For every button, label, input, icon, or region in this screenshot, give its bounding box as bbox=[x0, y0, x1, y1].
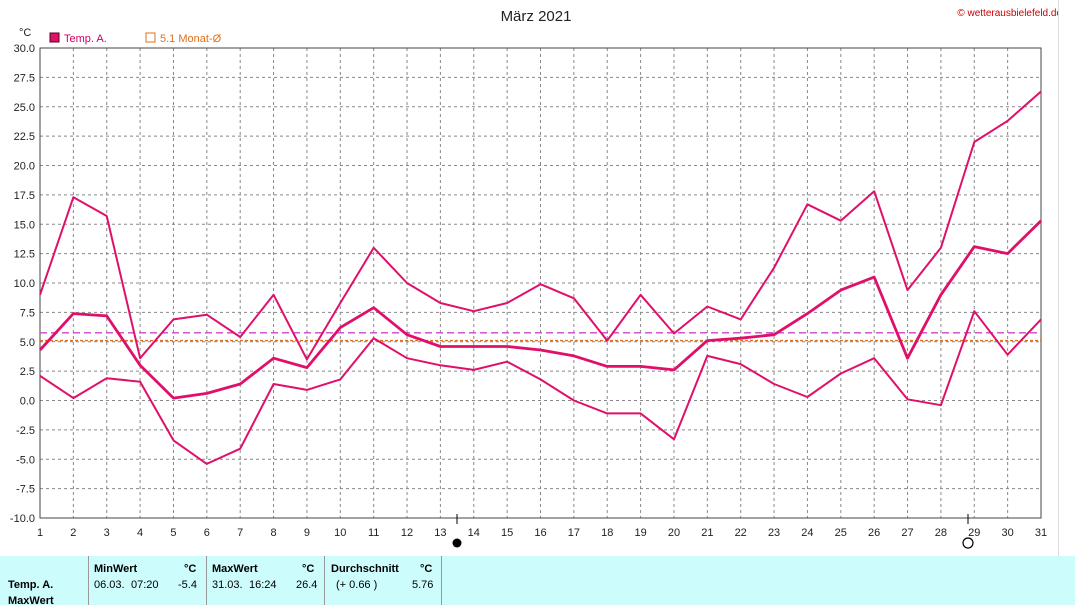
x-tick-label: 12 bbox=[401, 527, 413, 539]
x-tick-label: 30 bbox=[1002, 527, 1014, 539]
stats-row-label-2: MaxWert bbox=[8, 595, 54, 607]
x-tick-label: 15 bbox=[501, 527, 513, 539]
y-tick-label: -10.0 bbox=[10, 513, 35, 525]
x-tick-label: 10 bbox=[334, 527, 346, 539]
min-header: MinWert bbox=[94, 563, 138, 575]
x-tick-label: 19 bbox=[634, 527, 646, 539]
min-unit: °C bbox=[184, 563, 197, 575]
right-edge-panel bbox=[1058, 0, 1075, 556]
min-value: -5.4 bbox=[178, 579, 197, 591]
x-tick-label: 18 bbox=[601, 527, 613, 539]
plot-frame bbox=[39, 47, 1042, 519]
x-tick-label: 28 bbox=[935, 527, 947, 539]
x-tick-label: 24 bbox=[801, 527, 813, 539]
x-tick-label: 23 bbox=[768, 527, 780, 539]
reference-lines bbox=[40, 332, 1041, 342]
y-tick-labels: 30.0 27.5 25.0 22.5 20.0 17.5 15.0 12.5 10.0 7.5 5… bbox=[10, 43, 35, 525]
y-tick-label: 20.0 bbox=[14, 161, 35, 173]
y-axis-unit: °C bbox=[19, 27, 31, 39]
y-tick-label: 0.0 bbox=[20, 396, 35, 408]
y-tick-label: -7.5 bbox=[16, 484, 35, 496]
y-tick-label: 27.5 bbox=[14, 72, 35, 84]
x-tick-label: 9 bbox=[304, 527, 310, 539]
x-tick-label: 6 bbox=[204, 527, 210, 539]
x-tick-label: 27 bbox=[901, 527, 913, 539]
x-tick-label: 29 bbox=[968, 527, 980, 539]
stats-table: Temp. A. MaxWert MinWert °C 06.03. 07:20… bbox=[0, 556, 1075, 607]
x-tick-label: 31 bbox=[1035, 527, 1047, 539]
avg-delta: (+ 0.66 ) bbox=[336, 579, 378, 591]
x-tick-label: 26 bbox=[868, 527, 880, 539]
x-tick-label: 2 bbox=[70, 527, 76, 539]
grid bbox=[39, 47, 1042, 519]
y-tick-label: -5.0 bbox=[16, 454, 35, 466]
x-tick-label: 5 bbox=[170, 527, 176, 539]
x-tick-label: 3 bbox=[104, 527, 110, 539]
full-moon-icon bbox=[962, 537, 974, 549]
x-tick-label: 25 bbox=[835, 527, 847, 539]
x-tick-labels: 1 2 3 4 5 6 7 8 9 10 11 12 13 14 15 16 17 18 19 20 21 22 23 24 2… bbox=[37, 527, 1047, 539]
credit-link[interactable]: © wetterausbielefeld.de bbox=[957, 8, 1062, 19]
max-time: 16:24 bbox=[249, 579, 277, 591]
x-tick-label: 4 bbox=[137, 527, 143, 539]
x-tick-label: 16 bbox=[534, 527, 546, 539]
x-tick-label: 22 bbox=[735, 527, 747, 539]
legend-swatch-monthavg bbox=[145, 32, 156, 43]
x-tick-label: 7 bbox=[237, 527, 243, 539]
legend-label-temp: Temp. A. bbox=[64, 33, 107, 45]
new-moon-icon bbox=[452, 538, 462, 548]
y-tick-label: 2.5 bbox=[20, 366, 35, 378]
series-lines bbox=[38, 90, 1042, 465]
max-date: 31.03. bbox=[212, 579, 243, 591]
y-tick-label: 17.5 bbox=[14, 190, 35, 202]
legend-label-monthavg: 5.1 Monat-Ø bbox=[160, 33, 222, 45]
x-tick-label: 17 bbox=[568, 527, 580, 539]
max-unit: °C bbox=[302, 563, 315, 575]
legend-swatch-temp bbox=[49, 32, 60, 43]
series-line-avg bbox=[38, 219, 1042, 400]
max-header: MaxWert bbox=[212, 563, 258, 575]
min-date: 06.03. bbox=[94, 579, 125, 591]
max-value: 26.4 bbox=[296, 579, 318, 591]
chart-title: März 2021 bbox=[501, 8, 572, 25]
y-tick-label: 30.0 bbox=[14, 43, 35, 55]
x-tick-label: 14 bbox=[468, 527, 480, 539]
series-line-max bbox=[39, 90, 1042, 361]
temperature-chart: März 2021 © wetterausbielefeld.de °C Tem… bbox=[10, 8, 1062, 549]
avg-unit: °C bbox=[420, 563, 433, 575]
avg-header: Durchschnitt bbox=[331, 563, 399, 575]
x-tick-label: 20 bbox=[668, 527, 680, 539]
x-tick-label: 1 bbox=[37, 527, 43, 539]
y-tick-label: 25.0 bbox=[14, 102, 35, 114]
x-tick-label: 11 bbox=[368, 527, 379, 539]
series-line-min bbox=[39, 310, 1042, 465]
y-tick-label: 22.5 bbox=[14, 131, 35, 143]
y-tick-label: 5.0 bbox=[20, 337, 35, 349]
y-tick-label: 10.0 bbox=[14, 278, 35, 290]
x-tick-label: 8 bbox=[271, 527, 277, 539]
y-tick-label: 7.5 bbox=[20, 307, 35, 319]
x-tick-label: 21 bbox=[701, 527, 713, 539]
min-time: 07:20 bbox=[131, 579, 159, 591]
x-tick-label: 13 bbox=[434, 527, 446, 539]
y-tick-label: 12.5 bbox=[14, 249, 35, 261]
avg-value: 5.76 bbox=[412, 579, 434, 591]
y-tick-label: 15.0 bbox=[14, 219, 35, 231]
stats-row-label: Temp. A. bbox=[8, 579, 54, 591]
y-tick-label: -2.5 bbox=[16, 425, 35, 437]
